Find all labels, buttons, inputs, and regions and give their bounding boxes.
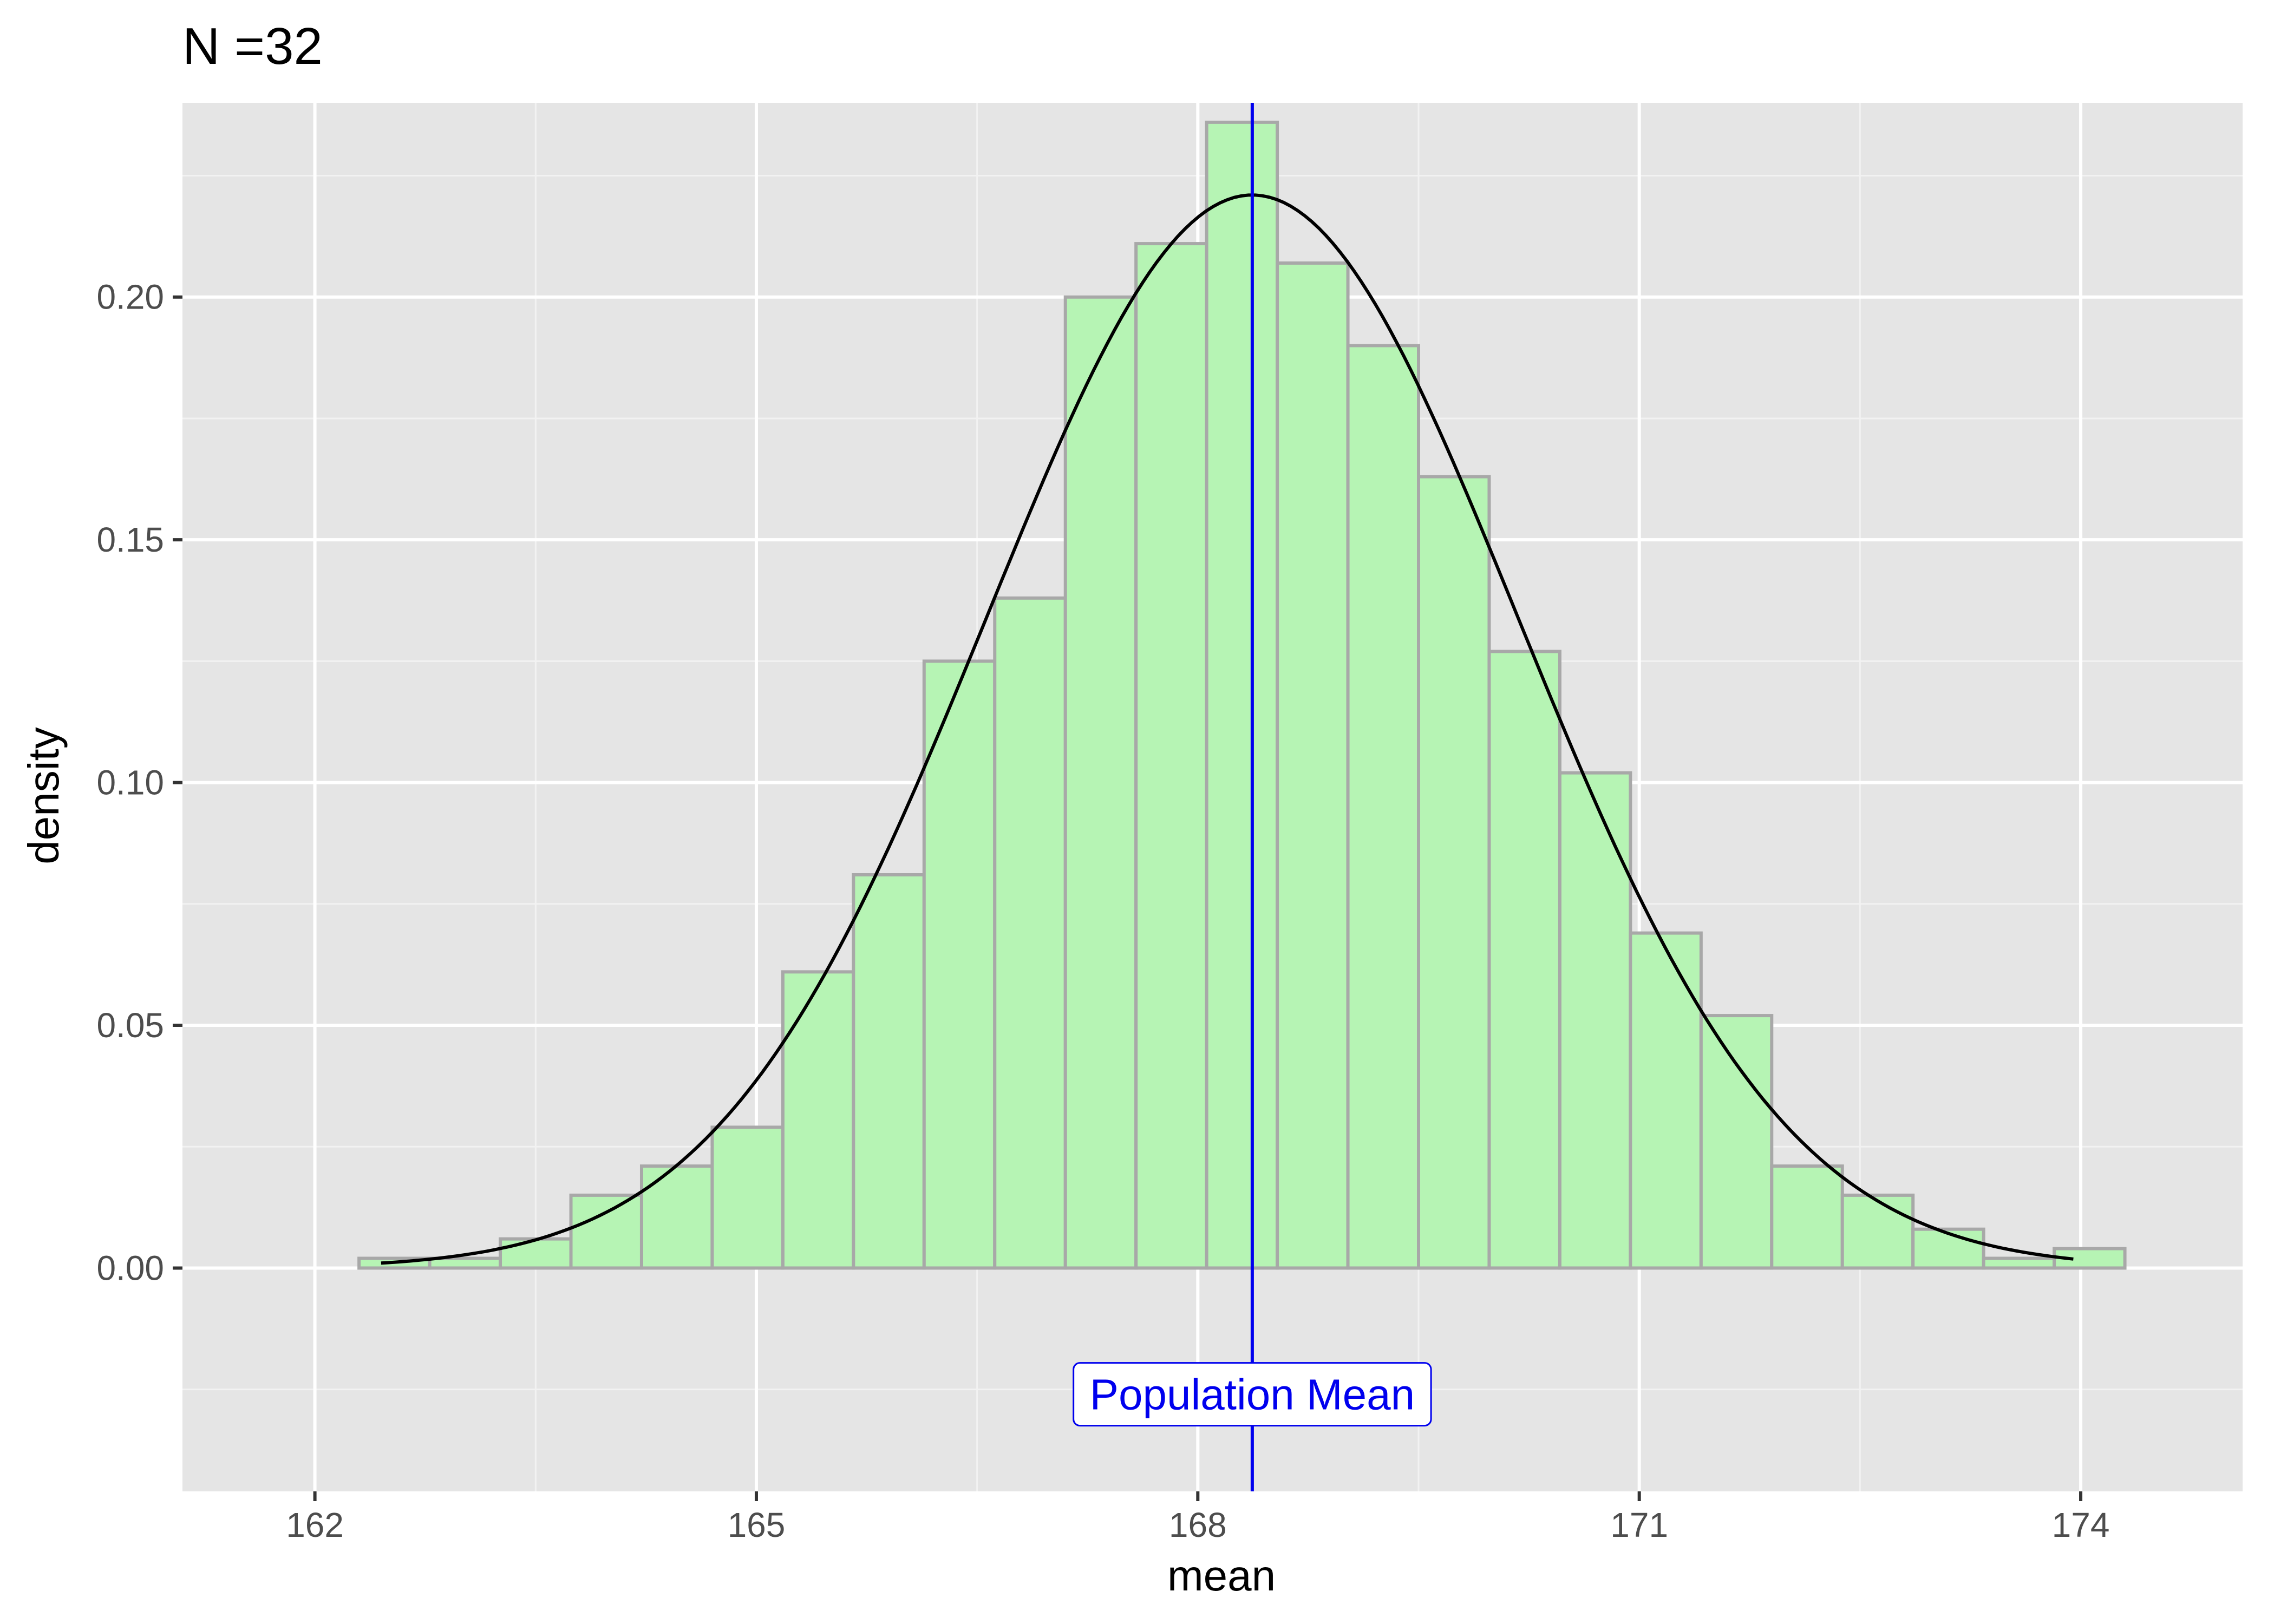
y-tick-label: 0.10: [96, 763, 164, 802]
population-mean-marker: Population Mean: [1073, 103, 1432, 1491]
histogram-bar: [1911, 1227, 1985, 1270]
x-tick-label: 174: [2052, 1505, 2110, 1544]
histogram-bar: [1417, 475, 1491, 1270]
y-tick-label: 0.05: [96, 1006, 164, 1045]
label-box: [1073, 1362, 1432, 1427]
x-tick-label: 168: [1169, 1505, 1227, 1544]
density-curve-line: [381, 193, 2074, 1265]
histogram-bar: [499, 1237, 573, 1270]
x-tick-label: 162: [286, 1505, 344, 1544]
histogram-bar: [781, 970, 855, 1270]
histogram-bar: [1558, 771, 1632, 1270]
y-axis-title: density: [19, 727, 68, 864]
x-axis-title: mean: [1167, 1551, 1276, 1600]
histogram-bar: [639, 1164, 714, 1270]
histogram-bar: [1063, 295, 1138, 1270]
histogram-bar: [993, 596, 1067, 1270]
label-text: Population Mean: [1090, 1371, 1415, 1419]
histogram-bar: [1134, 242, 1208, 1270]
population-mean-label: Population Mean: [1073, 1362, 1432, 1427]
histogram-bar: [710, 1125, 785, 1270]
histogram-bar: [1699, 1014, 1774, 1270]
x-tick-label: 171: [1610, 1505, 1668, 1544]
y-tick-label: 0.00: [96, 1248, 164, 1287]
histogram-bar: [569, 1193, 643, 1270]
histogram-bar: [428, 1256, 502, 1270]
histogram-bar: [1487, 650, 1561, 1270]
x-tick-label: 165: [728, 1505, 786, 1544]
histogram-bar: [1629, 931, 1703, 1270]
histogram-bar: [1346, 344, 1421, 1270]
histogram-bar: [1982, 1256, 2056, 1270]
histogram-bar: [1205, 120, 1279, 1270]
normal-density-curve: [381, 193, 2074, 1265]
axes: 162 165 168 171 174 0.00 0.05 0.10 0.15 0.20: [96, 278, 2109, 1544]
histogram-bar: [1770, 1164, 1844, 1270]
y-tick-label: 0.20: [96, 278, 164, 317]
histogram-bar: [1276, 261, 1350, 1270]
histogram-bars: [357, 120, 2127, 1270]
histogram-bar: [852, 873, 926, 1270]
y-tick-label: 0.15: [96, 520, 164, 559]
histogram-bar: [1840, 1193, 1915, 1270]
histogram-bar: [922, 659, 997, 1270]
chart-title: N =32: [182, 17, 323, 75]
